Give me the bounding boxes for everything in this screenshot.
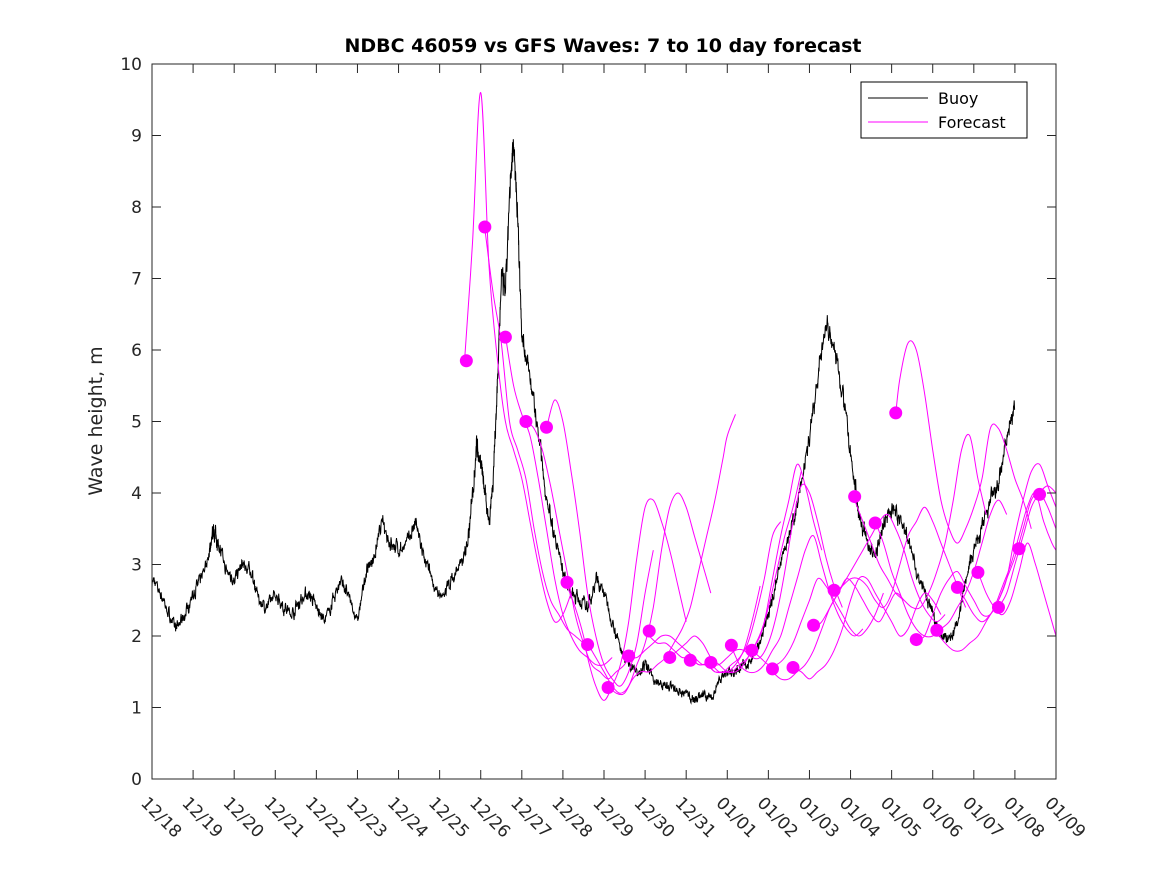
forecast-marker-22 bbox=[889, 406, 903, 420]
x-tick-label: 01/08 bbox=[999, 793, 1048, 842]
forecast-marker-8 bbox=[601, 680, 615, 694]
x-tick-label: 12/26 bbox=[465, 793, 514, 842]
x-tick-label: 12/25 bbox=[424, 793, 473, 842]
x-tick-label: 01/06 bbox=[917, 793, 966, 842]
forecast-line-2 bbox=[484, 228, 593, 651]
forecast-marker-19 bbox=[827, 583, 841, 597]
x-tick-label: 12/20 bbox=[219, 793, 268, 842]
x-tick-label: 12/18 bbox=[136, 793, 185, 842]
forecast-marker-2 bbox=[478, 220, 492, 234]
x-tick-label: 12/22 bbox=[301, 793, 350, 842]
forecast-line-20 bbox=[854, 434, 987, 610]
forecast-line-26 bbox=[977, 542, 1056, 637]
forecast-marker-24 bbox=[930, 623, 944, 637]
forecast-marker-3 bbox=[498, 330, 512, 344]
forecast-marker-25 bbox=[950, 580, 964, 594]
plot-area bbox=[152, 64, 1056, 779]
forecast-line-24 bbox=[936, 492, 1056, 652]
forecast-line-11 bbox=[669, 471, 802, 674]
x-tick-label: 01/04 bbox=[835, 793, 884, 842]
y-tick-label: 4 bbox=[131, 484, 142, 504]
series-layer bbox=[152, 92, 1056, 705]
forecast-marker-29 bbox=[1033, 487, 1047, 501]
legend-box bbox=[860, 81, 1028, 139]
forecast-line-14 bbox=[730, 535, 864, 674]
forecast-marker-13 bbox=[704, 655, 718, 669]
y-tick-label: 9 bbox=[131, 127, 142, 147]
x-tick-label: 12/21 bbox=[260, 793, 309, 842]
y-axis-label: Wave height, m bbox=[85, 346, 107, 495]
legend-forecast-label: Forecast bbox=[938, 113, 1006, 132]
forecast-marker-9 bbox=[622, 649, 636, 663]
y-tick-label: 8 bbox=[131, 198, 142, 218]
forecast-marker-23 bbox=[909, 633, 923, 647]
y-tick-label: 6 bbox=[131, 341, 142, 361]
forecast-line-1 bbox=[463, 92, 572, 623]
forecast-line-22 bbox=[895, 340, 1032, 544]
x-tick-label: 12/24 bbox=[383, 793, 432, 842]
x-tick-label: 12/19 bbox=[178, 793, 227, 842]
forecast-marker-4 bbox=[519, 415, 533, 428]
forecast-marker-26 bbox=[971, 565, 985, 579]
forecast-marker-10 bbox=[642, 624, 656, 638]
forecast-marker-18 bbox=[807, 618, 821, 632]
x-tick-label: 01/07 bbox=[958, 793, 1007, 842]
forecast-marker-27 bbox=[991, 600, 1005, 614]
forecast-marker-16 bbox=[765, 662, 779, 676]
y-tick-label: 5 bbox=[131, 413, 142, 433]
x-tick-label: 01/01 bbox=[712, 793, 761, 842]
y-tick-label: 7 bbox=[131, 270, 142, 290]
forecast-line-8 bbox=[607, 414, 736, 696]
x-tick-label: 12/27 bbox=[506, 793, 555, 842]
x-tick-label: 12/29 bbox=[588, 793, 637, 842]
x-tick-label: 12/31 bbox=[671, 793, 720, 842]
x-tick-label: 12/30 bbox=[630, 793, 679, 842]
forecast-line-17 bbox=[792, 576, 942, 680]
legend-buoy-label: Buoy bbox=[938, 89, 978, 108]
forecast-marker-14 bbox=[724, 638, 738, 652]
x-tick-label: 12/28 bbox=[547, 793, 596, 842]
forecast-marker-17 bbox=[786, 660, 800, 674]
forecast-line-23 bbox=[916, 463, 1056, 641]
forecast-line-12 bbox=[689, 463, 823, 673]
forecast-marker-28 bbox=[1012, 542, 1026, 556]
forecast-marker-11 bbox=[663, 650, 677, 664]
forecast-marker-15 bbox=[745, 643, 759, 657]
forecast-marker-1 bbox=[459, 354, 473, 368]
forecast-line-27 bbox=[998, 485, 1056, 608]
x-tick-label: 01/02 bbox=[753, 793, 802, 842]
x-tick-label: 01/05 bbox=[876, 793, 925, 842]
forecast-line-4 bbox=[525, 421, 634, 680]
legend: Buoy Forecast bbox=[860, 81, 1028, 139]
forecast-marker-6 bbox=[560, 575, 574, 589]
x-tick-label: 01/03 bbox=[794, 793, 843, 842]
y-tick-label: 0 bbox=[131, 770, 142, 790]
x-tick-label: 12/23 bbox=[342, 793, 391, 842]
y-tick-label: 1 bbox=[131, 699, 142, 719]
forecast-marker-12 bbox=[683, 653, 697, 667]
forecast-line-5 bbox=[546, 399, 654, 687]
y-tick-label: 2 bbox=[131, 627, 142, 647]
forecast-marker-21 bbox=[868, 516, 882, 530]
y-tick-label: 3 bbox=[131, 556, 142, 576]
forecast-marker-7 bbox=[581, 638, 595, 652]
chart-title: NDBC 46059 vs GFS Waves: 7 to 10 day for… bbox=[344, 35, 861, 57]
y-tick-label: 10 bbox=[120, 55, 142, 75]
forecast-marker-5 bbox=[539, 420, 553, 434]
x-tick-label: 01/09 bbox=[1040, 793, 1089, 842]
plot-background bbox=[152, 64, 1056, 779]
forecast-marker-20 bbox=[848, 490, 862, 504]
